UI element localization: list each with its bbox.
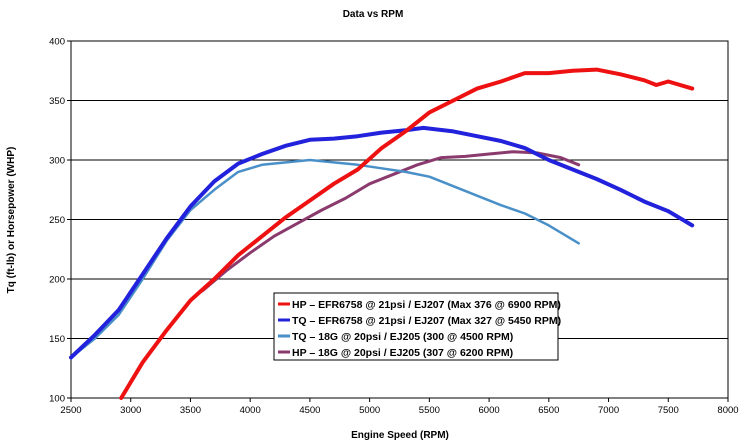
x-tick-label: 6500: [538, 405, 559, 416]
legend-entry: HP – EFR6758 @ 21psi / EJ207 (Max 376 @ …: [292, 299, 561, 311]
x-tick-label: 3500: [180, 405, 201, 416]
series-line-4: [200, 150, 581, 293]
x-tick-label: 4500: [299, 405, 320, 416]
x-tick-label: 3000: [120, 405, 141, 416]
y-axis-ticks: 100 150 200 250 300 350 400: [49, 37, 71, 405]
chart-title: Data vs RPM: [343, 9, 404, 20]
legend-entry: TQ – 18G @ 20psi / EJ205 (300 @ 4500 RPM…: [292, 331, 513, 343]
y-tick-label: 400: [49, 37, 65, 48]
x-tick-label: 2500: [60, 405, 81, 416]
x-axis-ticks: 2500 3000 3500 4000 4500 5000 5500 6000 6500 7000…: [60, 398, 739, 416]
series-line-2: [69, 125, 695, 360]
x-tick-label: 8000: [717, 405, 738, 416]
x-tick-label: 7500: [658, 405, 679, 416]
legend-box: [273, 292, 559, 361]
series-line-3: [69, 158, 580, 359]
y-tick-label: 150: [49, 334, 65, 345]
x-tick-label: 6000: [479, 405, 500, 416]
y-axis-label: Tq (ft-lb) or Horsepower (WHP): [6, 147, 17, 294]
x-tick-label: 4000: [240, 405, 261, 416]
y-tick-label: 100: [49, 394, 65, 405]
y-tick-label: 250: [49, 215, 65, 226]
series-lines: [69, 67, 695, 400]
y-tick-label: 200: [49, 275, 65, 286]
legend-entry: TQ – EFR6758 @ 21psi / EJ207 (Max 327 @ …: [292, 315, 561, 327]
x-tick-label: 7000: [598, 405, 619, 416]
x-tick-label: 5500: [419, 405, 440, 416]
series-line-1: [119, 67, 695, 400]
legend: HP – EFR6758 @ 21psi / EJ207 (Max 376 @ …: [273, 292, 561, 361]
legend-entry: HP – 18G @ 20psi / EJ205 (307 @ 6200 RPM…: [292, 347, 513, 359]
x-tick-label: 5000: [359, 405, 380, 416]
y-tick-label: 350: [49, 96, 65, 107]
x-axis-label: Engine Speed (RPM): [351, 430, 449, 441]
y-tick-label: 300: [49, 156, 65, 167]
